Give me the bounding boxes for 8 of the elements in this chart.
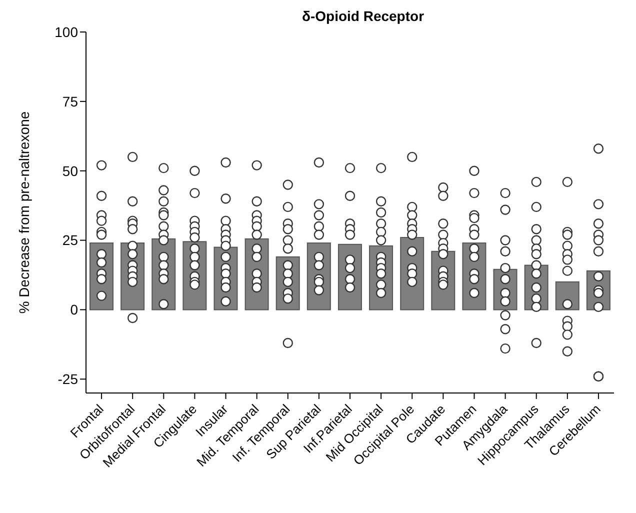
- y-tick-label: 100: [54, 24, 78, 40]
- y-tick-label: 75: [62, 93, 78, 110]
- y-tick-label: 25: [62, 232, 78, 248]
- y-tick-label: 0: [70, 302, 78, 318]
- y-tick-label: 50: [62, 162, 78, 179]
- chart-title: δ-Opioid Receptor: [300, 8, 426, 24]
- y-tick-label: -25: [58, 371, 78, 388]
- y-axis-title: % Decrease from pre-naltrexone: [16, 111, 32, 314]
